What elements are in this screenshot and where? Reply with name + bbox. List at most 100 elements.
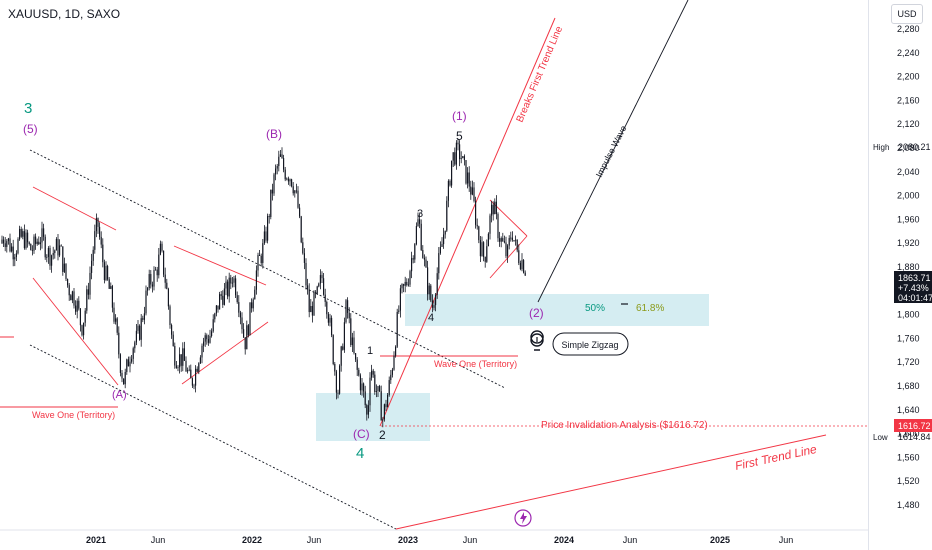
y-tick-label: 1,480: [897, 500, 920, 510]
candle-body: [487, 233, 489, 247]
zones: [316, 294, 709, 441]
candle-body: [454, 152, 456, 165]
candle-body: [28, 242, 30, 244]
zone-fib-retracement: [405, 294, 709, 326]
candle-body: [44, 236, 46, 258]
candle-body: [225, 281, 227, 289]
candle-body: [279, 154, 281, 157]
candle-body: [20, 228, 22, 237]
y-tick-label: 1,720: [897, 357, 920, 367]
price-scale-badges: High 2080.21 1863.71+7.43%04:01:47 1616.72 L…: [873, 142, 932, 442]
candle-body: [486, 246, 488, 262]
candle-body: [182, 348, 184, 366]
candle-body: [19, 228, 21, 240]
annotations: 3 (5) (A) (B) (C) 4 1 2 3 4 5 (1) (2) Breaks First Tr…: [23, 24, 818, 527]
y-tick-label: 1,880: [897, 262, 920, 272]
candle-body: [241, 317, 243, 330]
candle-body: [235, 278, 237, 296]
candle-body: [414, 244, 416, 260]
candle-body: [119, 354, 121, 373]
candle-body: [257, 254, 259, 271]
y-tick-label: 1,800: [897, 310, 920, 320]
candle-body: [507, 245, 509, 257]
candle-body: [196, 368, 198, 372]
candle-body: [236, 295, 238, 303]
candle-body: [399, 288, 401, 311]
candle-body: [214, 313, 216, 320]
candle-body: [161, 243, 163, 251]
candle-body: [199, 357, 201, 364]
candle-body: [295, 190, 297, 192]
candle-body: [484, 256, 486, 262]
candle-body: [444, 230, 446, 235]
candle-body: [68, 285, 70, 296]
candle-body: [342, 346, 344, 350]
candle-body: [518, 250, 520, 264]
candle-body: [441, 244, 443, 247]
x-tick-label: 2023: [398, 535, 418, 545]
candle-body: [70, 295, 72, 301]
candle-body: [409, 271, 411, 285]
candle-body: [255, 270, 257, 290]
candle-body: [395, 346, 397, 356]
candle-body: [340, 346, 342, 366]
candle-body: [447, 180, 449, 201]
y-tick-label: 2,280: [897, 24, 920, 34]
wave-label-3-minor: 3: [417, 208, 423, 220]
candle-body: [268, 216, 270, 218]
candle-body: [166, 282, 168, 289]
candle-body: [222, 295, 224, 305]
candle-body: [391, 369, 393, 375]
candle-body: [497, 214, 499, 239]
wave-label-a: (A): [112, 389, 127, 401]
upper-channel-dotted: [29, 149, 506, 389]
countdown-text: 04:01:47: [898, 293, 932, 303]
candle-body: [335, 371, 337, 393]
candle-body: [102, 244, 104, 263]
candle-body: [145, 290, 147, 314]
candle-body: [468, 172, 470, 187]
candle-body: [148, 274, 150, 288]
candle-body: [191, 378, 193, 386]
candle-body: [286, 178, 288, 180]
candle-body: [54, 250, 56, 254]
candle-body: [91, 260, 93, 273]
candle-body: [403, 284, 405, 286]
triangle-left-upper: [32, 186, 117, 231]
candle-body: [372, 370, 374, 375]
candle-body: [118, 332, 120, 355]
candle-body: [308, 289, 310, 313]
candle-body: [198, 363, 200, 372]
candle-body: [430, 285, 432, 301]
candle-body: [300, 216, 302, 243]
x-tick-label: Jun: [779, 535, 794, 545]
candle-body: [379, 386, 381, 392]
candle-body: [147, 287, 149, 291]
candle-body: [87, 289, 89, 295]
candle-body: [99, 226, 101, 237]
candle-body: [275, 168, 277, 175]
candle-body: [473, 187, 475, 201]
candle-body: [39, 242, 41, 245]
wave-label-3-major: 3: [24, 100, 32, 117]
candle-body: [483, 242, 485, 257]
candle-body: [215, 305, 217, 314]
candle-body: [110, 286, 112, 289]
candle-body: [428, 285, 430, 295]
candle-body: [111, 286, 113, 308]
candle-body: [135, 330, 137, 343]
candle-body: [499, 238, 501, 242]
candle-body: [289, 179, 291, 182]
candle-body: [83, 322, 85, 336]
candle-body: [140, 318, 142, 340]
candle-body: [387, 395, 389, 408]
candle-body: [115, 318, 117, 322]
candle-body: [150, 274, 152, 285]
lower-channel-dotted: [29, 344, 397, 530]
candle-body: [97, 218, 99, 227]
currency-button[interactable]: USD: [891, 4, 923, 24]
candle-body: [401, 284, 403, 289]
candle-body: [123, 378, 125, 385]
candle-body: [491, 204, 493, 216]
